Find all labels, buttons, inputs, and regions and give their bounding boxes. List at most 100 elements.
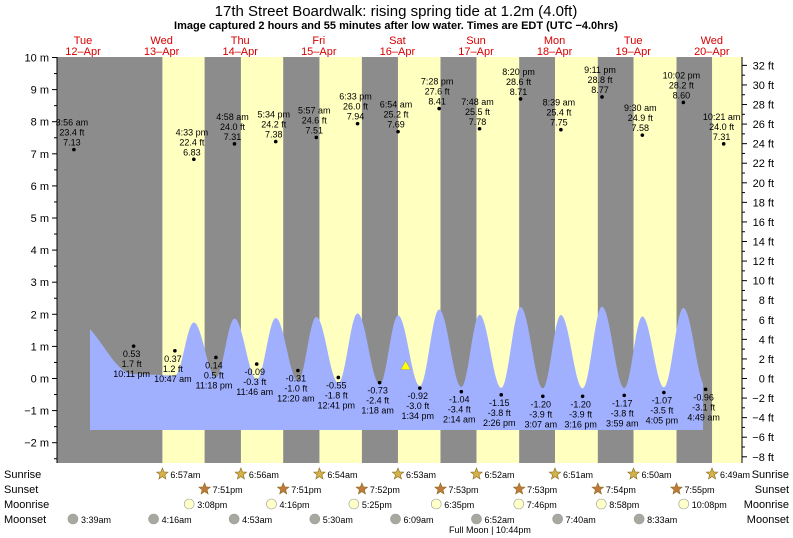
footer-time: 8:58pm	[609, 500, 639, 510]
footer-time: 6:35pm	[444, 500, 474, 510]
sunset-icon	[434, 482, 447, 495]
footer-time: 3:39am	[81, 515, 111, 525]
right-tick-label: 6 ft	[759, 315, 774, 327]
footer-time: 7:51pm	[291, 485, 321, 495]
left-tick-label: 7 m	[31, 149, 49, 161]
high-tide-metres: 7.51	[306, 125, 324, 135]
high-tide-time: 8:20 pm	[502, 67, 535, 77]
low-tide-feet: -3.9 ft	[529, 409, 553, 419]
left-tick-label: −1 m	[24, 406, 49, 418]
moonrise-icon	[513, 498, 525, 510]
low-tide-metres: -1.15	[489, 398, 510, 408]
right-tick-label: 4 ft	[759, 334, 774, 346]
high-tide-feet: 24.0 ft	[709, 122, 735, 132]
high-tide-time: 5:57 am	[298, 105, 331, 115]
right-tick-label: −4 ft	[752, 413, 774, 425]
left-tick-label: 9 m	[31, 85, 49, 97]
right-tick-label: 10 ft	[753, 276, 774, 288]
low-tide-time: 3:07 am	[525, 419, 558, 429]
high-tide-metres: 7.31	[713, 132, 731, 142]
sunset-icon	[591, 482, 605, 495]
footer-time: 6:49am	[720, 470, 750, 480]
high-tide-metres: 7.94	[347, 112, 365, 122]
right-tick-label: 30 ft	[753, 80, 774, 92]
sunrise-icon	[234, 467, 248, 480]
footer-row-label-right: Sunset	[755, 484, 789, 496]
low-tide-metres: 0.53	[123, 349, 141, 359]
sunset-icon	[355, 482, 369, 495]
footer-time: 6:57am	[170, 470, 200, 480]
right-tick-label: 18 ft	[753, 197, 774, 209]
moonset-icon	[390, 513, 401, 525]
high-tide-metres: 8.60	[673, 90, 691, 100]
high-tide-point	[559, 127, 563, 132]
left-tick-label: 5 m	[31, 213, 49, 225]
tide-area	[90, 306, 703, 430]
high-tide-time: 4:33 pm	[176, 127, 209, 137]
low-tide-time: 1:34 pm	[402, 411, 435, 421]
daylight-band	[712, 57, 742, 463]
high-tide-metres: 7.31	[224, 132, 242, 142]
sunrise-icon	[548, 467, 562, 480]
footer-time: 4:16am	[162, 515, 192, 525]
footer-row-label: Moonset	[4, 514, 46, 526]
footer-time: 10:08pm	[692, 500, 727, 510]
low-tide-time: 12:41 pm	[318, 400, 356, 410]
moonset-icon	[148, 513, 159, 525]
moonrise-icon	[266, 498, 277, 510]
moonrise-icon	[348, 498, 360, 510]
moon-phase-label: Full Moon | 10:44pm	[449, 525, 531, 535]
moonset-icon	[309, 513, 321, 525]
high-tide-point	[273, 139, 278, 144]
high-tide-feet: 28.8 ft	[587, 75, 613, 85]
moonrise-icon	[678, 498, 690, 510]
chart-subtitle: Image captured 2 hours and 55 minutes af…	[174, 20, 618, 32]
day-name-label: Thu	[231, 35, 250, 47]
low-tide-time: 4:05 pm	[646, 416, 679, 426]
low-tide-point	[703, 387, 708, 392]
footer-time: 7:40am	[566, 515, 596, 525]
footer-time: 7:55pm	[685, 485, 715, 495]
high-tide-metres: 7.75	[550, 118, 568, 128]
day-date-label: 17–Apr	[458, 46, 494, 58]
day-date-label: 14–Apr	[222, 46, 258, 58]
day-date-label: 19–Apr	[615, 46, 651, 58]
footer-row-label-right: Moonrise	[744, 499, 789, 511]
left-tick-label: 0 m	[31, 374, 49, 386]
high-tide-time: 4:58 am	[216, 112, 249, 122]
day-headers: Tue12–AprWed13–AprThu14–AprFri15–AprSat1…	[65, 35, 730, 58]
left-tick-label: −2 m	[24, 438, 49, 450]
high-tide-feet: 25.5 ft	[465, 107, 491, 117]
left-tick-label: 1 m	[31, 341, 49, 353]
low-tide-point	[131, 344, 136, 348]
footer-time: 5:25pm	[362, 500, 392, 510]
low-tide-feet: -3.1 ft	[692, 402, 716, 412]
high-tide-time: 8:39 am	[543, 98, 576, 108]
high-tide-feet: 27.6 ft	[425, 87, 451, 97]
high-tide-time: 10:02 pm	[663, 70, 701, 80]
high-tide-feet: 25.4 ft	[546, 108, 572, 118]
right-tick-label: −8 ft	[752, 452, 774, 464]
right-tick-label: 14 ft	[753, 237, 774, 249]
sunrise-icon	[391, 467, 405, 480]
footer-time: 6:52am	[484, 515, 514, 525]
moonrise-icon	[430, 498, 442, 510]
low-tide-metres: -1.20	[531, 399, 552, 409]
high-tide-point	[355, 121, 360, 126]
right-tick-label: 2 ft	[759, 354, 774, 366]
low-tide-time: 3:16 pm	[564, 419, 597, 429]
low-tide-point	[499, 393, 504, 397]
sunset-icon	[276, 482, 290, 495]
left-tick-label: 3 m	[31, 277, 49, 289]
low-tide-metres: -0.55	[326, 380, 347, 390]
low-tide-point	[336, 375, 341, 380]
high-tide-point	[396, 129, 400, 134]
sunrise-icon	[705, 467, 719, 480]
axes: 10 m 9 m 8 m 7 m 6 m 5 m 4 m 3 m 2 m 1 m 0 m −1 m −2…	[24, 53, 774, 464]
high-tide-time: 9:30 am	[624, 103, 657, 113]
low-tide-metres: -1.17	[612, 398, 633, 408]
footer-time: 6:56am	[249, 470, 279, 480]
low-tide-point	[254, 362, 259, 366]
low-tide-point	[418, 386, 422, 390]
